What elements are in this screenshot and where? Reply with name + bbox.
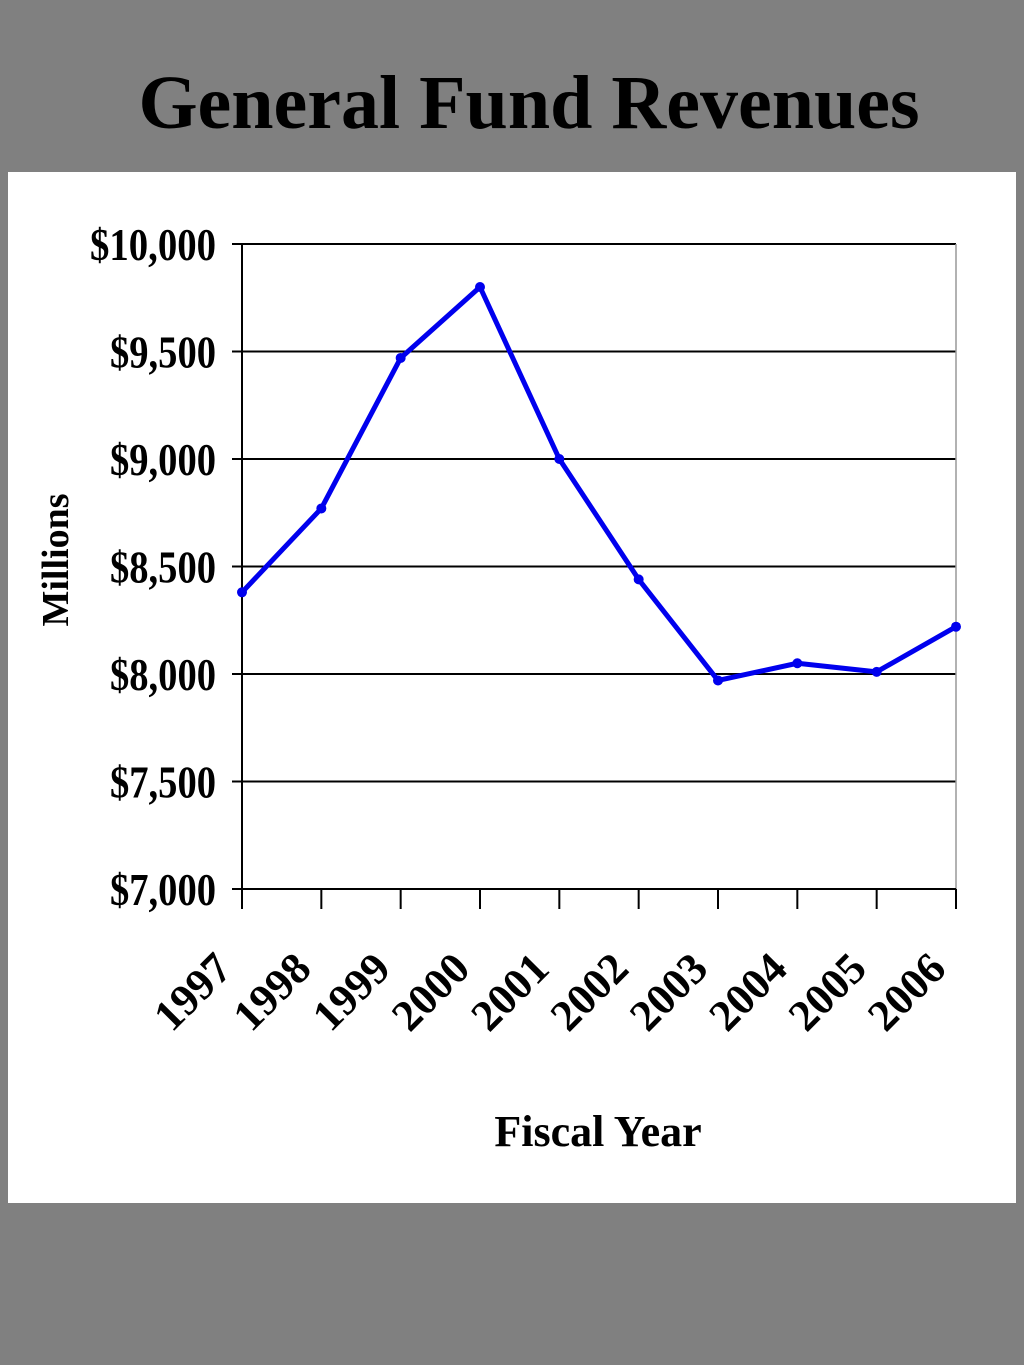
data-point xyxy=(951,621,961,632)
y-tick-label: $7,000 xyxy=(110,864,216,915)
axes xyxy=(232,243,957,909)
data-point xyxy=(395,352,406,363)
data-point xyxy=(713,675,723,686)
data-point xyxy=(554,454,565,464)
x-tick-label: 2002 xyxy=(541,943,638,1040)
y-tick-label: $8,500 xyxy=(110,542,216,593)
y-axis-title: Millions xyxy=(35,493,77,626)
x-tick-label: 2006 xyxy=(858,943,955,1040)
y-tick-label: $9,000 xyxy=(110,434,216,485)
x-tick-label: 2001 xyxy=(462,943,559,1040)
x-tick-label: 1998 xyxy=(224,943,321,1040)
x-tick-label: 2000 xyxy=(382,943,479,1040)
data-point xyxy=(871,666,882,677)
y-tick-label: $9,500 xyxy=(110,327,216,378)
series-line xyxy=(240,284,958,683)
x-tick-label: 1999 xyxy=(303,943,400,1040)
x-axis-title: Fiscal Year xyxy=(494,1107,701,1156)
data-point xyxy=(316,503,327,514)
gridlines xyxy=(242,243,956,783)
data-point xyxy=(237,587,247,598)
y-tick-label: $8,000 xyxy=(110,649,216,700)
page-title: General Fund Revenues xyxy=(138,61,920,145)
x-tick-label: 2004 xyxy=(700,943,797,1040)
y-tick-label: $10,000 xyxy=(90,219,216,270)
x-tick-label: 1997 xyxy=(144,943,241,1040)
data-point xyxy=(792,658,803,669)
y-tick-labels: $7,000 $7,500 $8,000 $8,500 $9,000 $9,500 $10,… xyxy=(90,219,216,915)
chart-panel xyxy=(8,172,1016,1203)
data-point xyxy=(633,574,644,585)
data-point xyxy=(475,282,485,292)
x-tick-label: 2005 xyxy=(779,943,876,1040)
series xyxy=(237,282,961,686)
y-tick-label: $7,500 xyxy=(110,757,216,808)
x-tick-label: 2003 xyxy=(620,943,717,1040)
